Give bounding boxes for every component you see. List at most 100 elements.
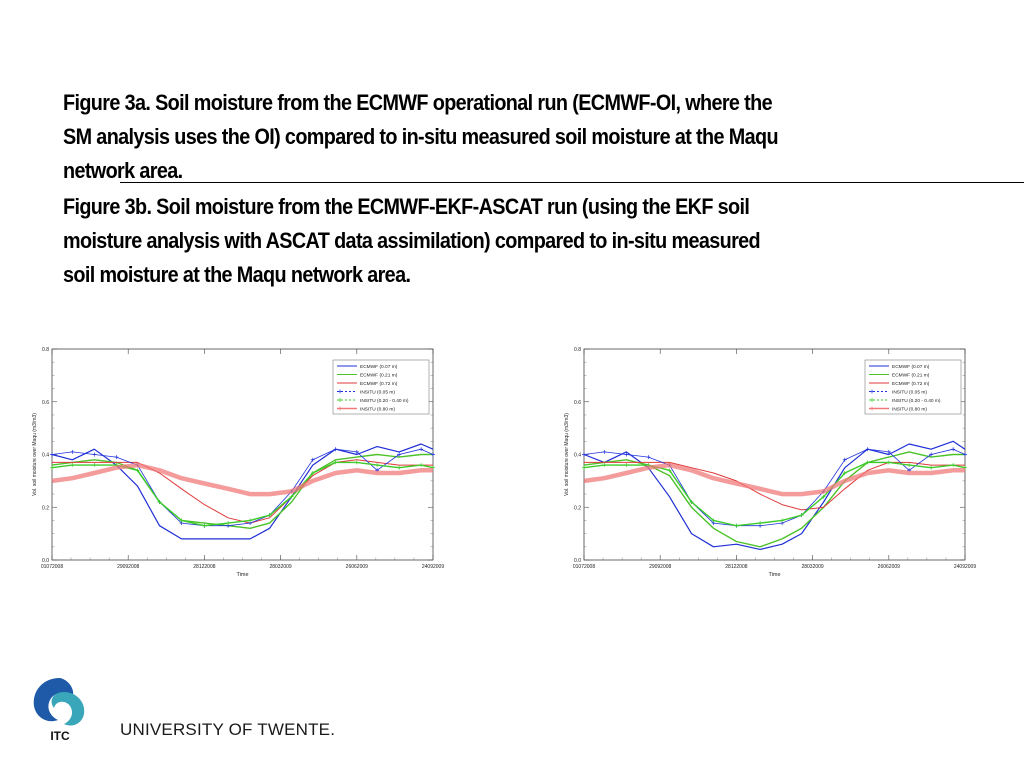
data-point <box>397 465 402 470</box>
legend-label: ECMWF (0.21 m) <box>892 372 930 378</box>
data-point <box>624 452 629 457</box>
data-point <box>929 465 934 470</box>
data-point <box>289 494 294 499</box>
legend-marker <box>338 406 342 411</box>
legend-label: ECMWF (0.07 m) <box>892 364 930 370</box>
data-point <box>907 463 912 468</box>
legend-label: ECMWF (0.72 m) <box>892 381 930 387</box>
data-point <box>157 499 162 504</box>
y-axis-label: Vol. soil moisture over Maqu (m3/m3) <box>564 413 570 496</box>
data-point <box>758 521 763 526</box>
data-point <box>667 468 672 473</box>
data-point <box>689 499 694 504</box>
data-point <box>333 460 338 465</box>
data-point <box>842 470 847 475</box>
data-point <box>50 452 54 457</box>
legend-marker <box>870 398 874 402</box>
data-point <box>929 452 934 457</box>
soil-moisture-chart-ecmwf-oi: 0.0 0.2 0.4 0.6 0.8 01072008 29092008 28122008 2… <box>32 347 444 578</box>
x-tick-label: 01072008 <box>573 564 595 570</box>
y-tick-label: 0.8 <box>42 347 49 353</box>
data-point <box>92 452 97 457</box>
logo-text: ITC <box>50 729 70 743</box>
x-tick-label: 28122008 <box>725 564 747 570</box>
legend-label: INSITU (0.20 - 0.40 m) <box>360 398 409 404</box>
x-tick-label: 28032009 <box>269 564 291 570</box>
x-axis-label: Time <box>768 572 780 578</box>
legend-label: INSITU (0.80 m) <box>892 406 927 412</box>
caption-line: moisture analysis with ASCAT data assimi… <box>63 228 761 253</box>
figure-3a-caption: Figure 3a. Soil moisture from the ECMWF … <box>63 86 882 188</box>
x-tick-label: 01072008 <box>41 564 63 570</box>
legend-label: ECMWF (0.21 m) <box>360 372 398 378</box>
legend-marker <box>870 389 874 394</box>
data-point <box>375 463 380 468</box>
data-point <box>842 457 847 462</box>
figure-3b-chart: 0.0 0.2 0.4 0.6 0.8 01072008 29092008 28122008 2… <box>557 340 987 580</box>
data-point <box>582 465 586 470</box>
university-name: UNIVERSITY OF TWENTE. <box>120 720 336 739</box>
y-tick-label: 0.0 <box>574 558 581 564</box>
legend-box <box>332 359 430 415</box>
y-axis-label: Vol. soil moisture over Maqu (m3/m3) <box>32 413 38 496</box>
x-axis-label: Time <box>236 572 248 578</box>
data-point <box>70 463 75 468</box>
data-point <box>310 457 315 462</box>
y-tick-label: 0.8 <box>574 347 581 353</box>
data-point <box>267 513 272 518</box>
x-tick-label: 29092008 <box>649 564 671 570</box>
data-point <box>951 447 956 452</box>
data-point <box>354 460 359 465</box>
data-point <box>114 455 119 460</box>
data-point <box>886 460 891 465</box>
data-point <box>951 463 956 468</box>
legend-box <box>864 359 962 415</box>
soil-moisture-chart-ecmwf-ekf-ascat: 0.0 0.2 0.4 0.6 0.8 01072008 29092008 28122008 2… <box>564 347 976 578</box>
data-point <box>202 523 207 528</box>
legend-label: INSITU (0.20 - 0.40 m) <box>892 398 941 404</box>
series-line <box>51 462 433 497</box>
data-point <box>963 452 967 457</box>
data-point <box>135 468 140 473</box>
data-point <box>431 452 435 457</box>
data-point <box>419 463 424 468</box>
data-point <box>226 521 231 526</box>
x-tick-label: 26062009 <box>346 564 368 570</box>
data-point <box>419 447 424 452</box>
data-point <box>602 449 607 454</box>
y-tick-label: 0.0 <box>42 558 49 564</box>
data-point <box>711 518 716 523</box>
data-point <box>397 452 402 457</box>
y-tick-label: 0.6 <box>42 400 49 406</box>
series-line <box>584 461 965 511</box>
data-point <box>248 518 253 523</box>
data-point <box>310 470 315 475</box>
data-point <box>50 465 54 470</box>
x-tick-label: 28122008 <box>193 564 215 570</box>
y-tick-label: 0.2 <box>574 505 581 511</box>
data-point <box>799 513 804 518</box>
x-tick-label: 29092008 <box>117 564 139 570</box>
caption-line: Figure 3b. Soil moisture from the ECMWF-… <box>63 194 750 219</box>
data-point <box>865 460 870 465</box>
legend-marker <box>870 406 874 411</box>
divider-line <box>120 182 1024 183</box>
y-tick-label: 0.4 <box>574 453 581 459</box>
data-point <box>886 449 891 454</box>
y-tick-label: 0.6 <box>574 400 581 406</box>
legend-marker <box>338 389 342 394</box>
data-point <box>646 455 651 460</box>
y-tick-label: 0.4 <box>42 453 49 459</box>
data-point <box>734 523 739 528</box>
x-tick-label: 24092009 <box>422 564 444 570</box>
data-point <box>780 518 785 523</box>
caption-line: Figure 3a. Soil moisture from the ECMWF … <box>63 90 773 115</box>
data-point <box>179 518 184 523</box>
legend-label: INSITU (0.05 m) <box>360 389 395 395</box>
data-point <box>602 463 607 468</box>
legend-label: ECMWF (0.07 m) <box>360 364 398 370</box>
data-point <box>865 447 870 452</box>
x-tick-label: 24092009 <box>954 564 976 570</box>
caption-line: network area. <box>63 158 183 183</box>
data-point <box>624 463 629 468</box>
